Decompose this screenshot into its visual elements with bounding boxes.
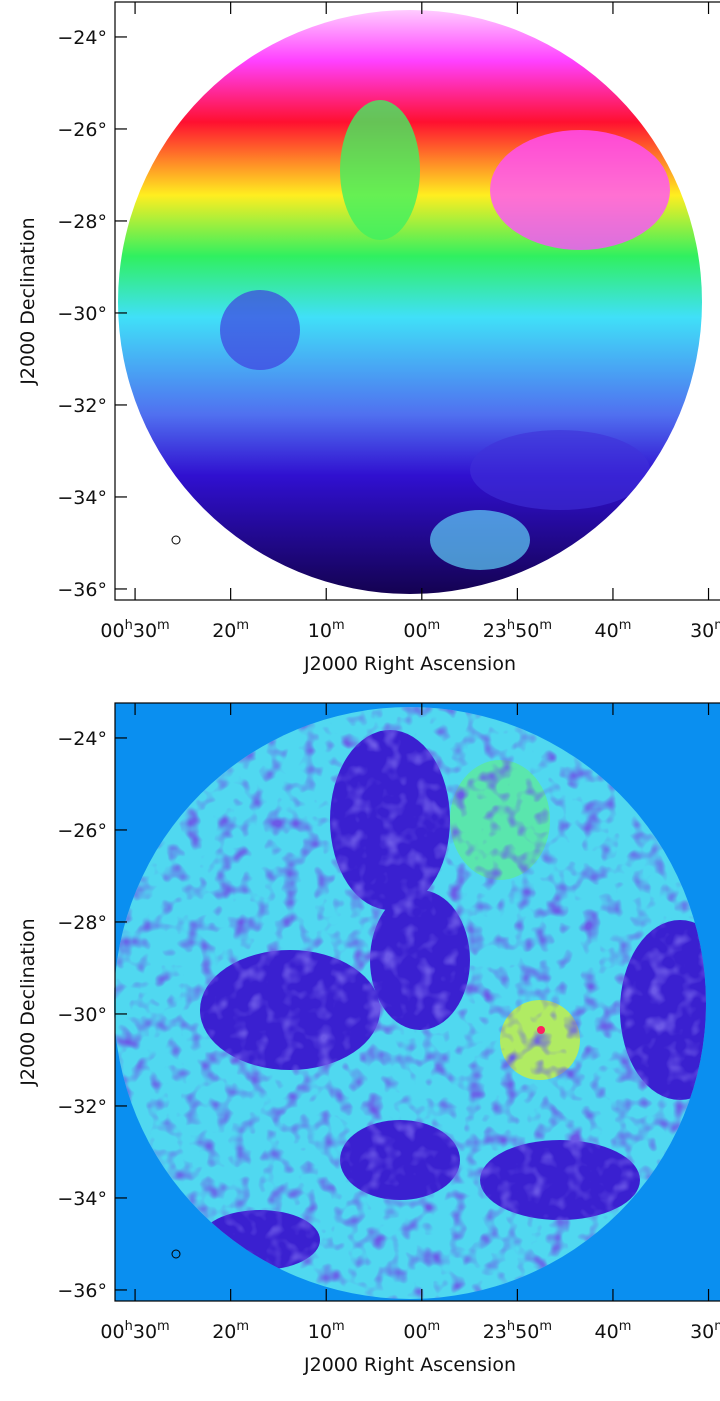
x-tick-label: 20m (212, 618, 249, 642)
x-tick-label: 23h50m (483, 618, 552, 642)
y-tick-label: −24° (57, 728, 107, 750)
frame (114, 702, 720, 1302)
label-part: m (236, 618, 249, 633)
frame (114, 1, 720, 601)
label-part: 30 (690, 620, 714, 642)
y-tick-label: −32° (57, 395, 107, 417)
x-tick-label: 10m (308, 618, 345, 642)
label-part: h (507, 1319, 515, 1334)
label-part: 30 (690, 1321, 714, 1343)
y-tick-label: −24° (57, 27, 107, 49)
label-part: m (539, 618, 552, 633)
x-tick-label: 00h30m (100, 1319, 169, 1343)
x-tick-label: 30m (690, 1319, 720, 1343)
label-part: 23 (483, 1321, 507, 1343)
label-part: 50 (515, 1321, 539, 1343)
label-part: m (332, 618, 345, 633)
label-part: m (714, 1319, 720, 1334)
y-tick-label: −34° (57, 1188, 107, 1210)
x-tick-label: 30m (690, 618, 720, 642)
label-part: m (619, 618, 632, 633)
y-tick-label: −34° (57, 487, 107, 509)
label-part: m (428, 1319, 441, 1334)
y-axis-label: J2000 Declination (17, 217, 39, 385)
label-part: 23 (483, 620, 507, 642)
label-part: 40 (595, 620, 619, 642)
x-tick-label: 10m (308, 1319, 345, 1343)
label-part: 10 (308, 1321, 332, 1343)
panel: −24°−26°−28°−30°−32°−34°−36°00h30m 20m 10m… (17, 702, 720, 1376)
y-tick-label: −36° (57, 1280, 107, 1302)
label-part: 30 (133, 620, 157, 642)
label-part: 40 (595, 1321, 619, 1343)
label-part: 00 (100, 1321, 124, 1343)
y-tick-label: −30° (57, 303, 107, 325)
label-part: m (157, 1319, 170, 1334)
label-part: 10 (308, 620, 332, 642)
sky-map (114, 707, 706, 1299)
label-part: m (539, 1319, 552, 1334)
x-tick-label: 00m (403, 618, 440, 642)
y-tick-label: −28° (57, 912, 107, 934)
y-tick-label: −26° (57, 820, 107, 842)
label-part: 00 (403, 1321, 427, 1343)
x-tick-label: 00m (403, 1319, 440, 1343)
label-part: m (714, 618, 720, 633)
label-part: m (332, 1319, 345, 1334)
label-part: m (619, 1319, 632, 1334)
x-tick-label: 20m (212, 1319, 249, 1343)
y-tick-label: −32° (57, 1096, 107, 1118)
label-part: 20 (212, 620, 236, 642)
y-axis-label: J2000 Declination (17, 918, 39, 1086)
x-tick-label: 40m (595, 1319, 632, 1343)
x-axis-label: J2000 Right Ascension (303, 653, 516, 675)
sky-map (118, 10, 702, 594)
panel: −24°−26°−28°−30°−32°−34°−36°00h30m 20m 10m… (17, 1, 720, 675)
label-part: m (236, 1319, 249, 1334)
label-part: m (157, 618, 170, 633)
y-tick-label: −26° (57, 119, 107, 141)
label-part: m (428, 618, 441, 633)
label-part: h (125, 1319, 133, 1334)
label-part: 50 (515, 620, 539, 642)
label-part: h (125, 618, 133, 633)
x-tick-label: 40m (595, 618, 632, 642)
y-tick-label: −30° (57, 1004, 107, 1026)
y-tick-label: −36° (57, 579, 107, 601)
label-part: 00 (403, 620, 427, 642)
x-tick-label: 23h50m (483, 1319, 552, 1343)
x-tick-label: 00h30m (100, 618, 169, 642)
label-part: 30 (133, 1321, 157, 1343)
label-part: 20 (212, 1321, 236, 1343)
label-part: 00 (100, 620, 124, 642)
x-axis-label: J2000 Right Ascension (303, 1354, 516, 1376)
y-tick-label: −28° (57, 211, 107, 233)
label-part: h (507, 618, 515, 633)
